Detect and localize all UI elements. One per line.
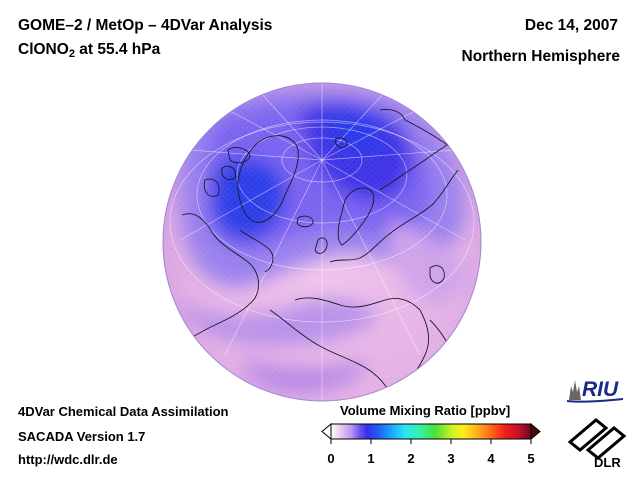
dlr-logo: DLR [567,418,627,470]
species-main: ClONO [18,41,69,58]
colorbar-title: Volume Mixing Ratio [ppbv] [340,403,511,418]
region-label: Northern Hemisphere [461,48,620,65]
riu-logo: RIU [566,378,624,403]
colorbar-tick-2: 2 [407,451,415,466]
footer-assimilation: 4DVar Chemical Data Assimilation [18,404,229,419]
colorbar-high-arrow [530,422,541,441]
species-subscript: 2 [68,48,75,60]
species-label: ClONO2 at 55.4 hPa [18,41,160,60]
colorbar-gradient [330,423,532,440]
colorbar-tick-5: 5 [527,451,535,466]
colorbar-tick-4: 4 [487,451,495,466]
colorbar-tick-1: 1 [367,451,375,466]
colorbar-low-arrow [321,422,332,441]
colorbar-tick-3: 3 [447,451,455,466]
footer-version: SACADA Version 1.7 [18,429,146,444]
footer-url: http://wdc.dlr.de [18,452,118,467]
date-label: Dec 14, 2007 [524,17,618,34]
species-level: at 55.4 hPa [74,41,161,58]
colorbar-tick-0: 0 [327,451,335,466]
dlr-logo-text: DLR [594,455,621,470]
map-title: GOME–2 / MetOp – 4DVar Analysis [18,17,273,34]
riu-logo-text: RIU [582,378,619,401]
